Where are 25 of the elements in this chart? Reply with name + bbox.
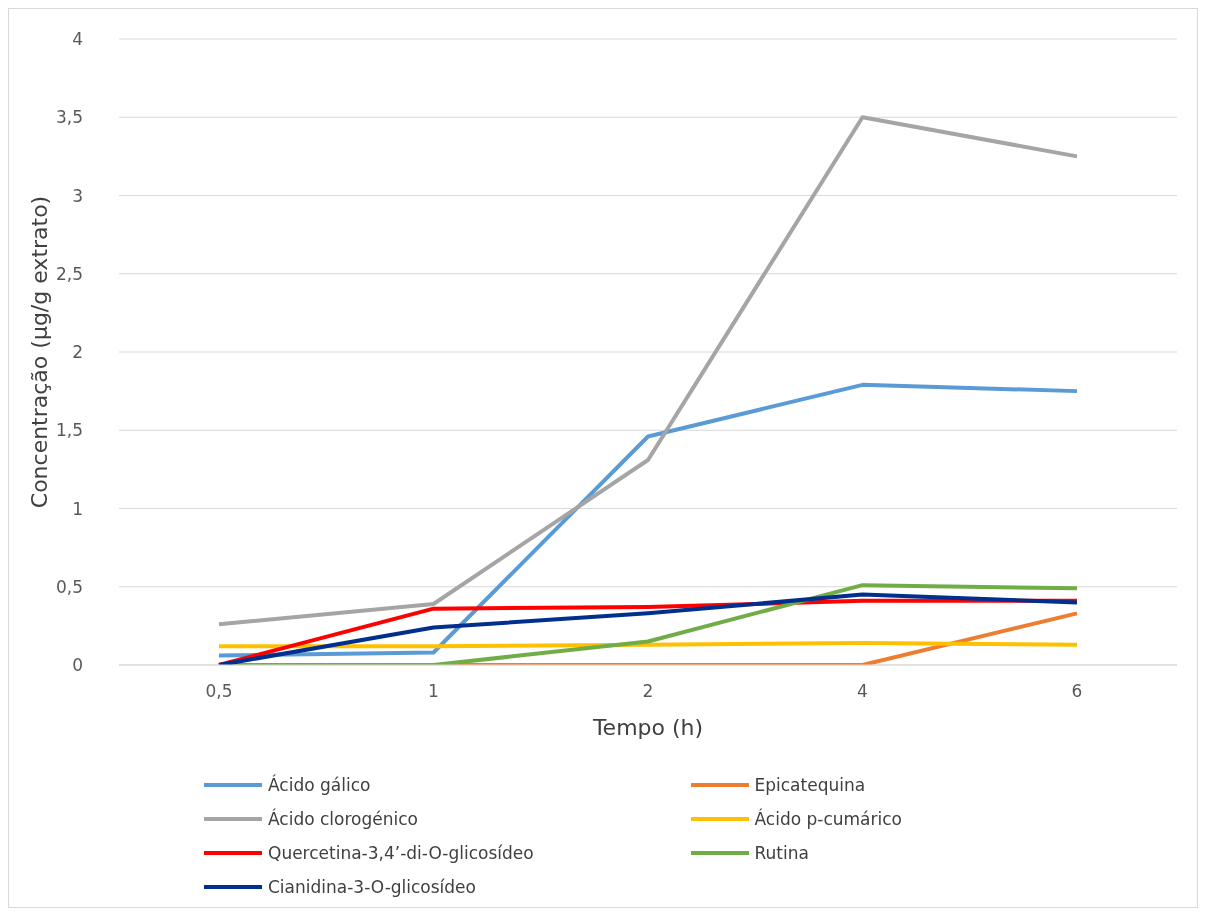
legend-label: Ácido p-cumárico	[754, 809, 902, 829]
x-tick-label: 0,5	[205, 681, 233, 702]
y-tick-label: 2	[72, 342, 83, 363]
y-tick-label: 0	[72, 655, 83, 676]
line-series	[217, 115, 1079, 627]
y-tick-label: 0,5	[55, 576, 83, 597]
x-tick-label: 1	[428, 681, 439, 702]
legend-label: Epicatequina	[754, 775, 866, 795]
y-tick-label: 2,5	[55, 263, 83, 284]
y-tick-label: 1	[72, 498, 83, 519]
x-tick-label: 2	[642, 681, 654, 702]
legend-label: Quercetina-3,4’-di-O-glicosídeo	[268, 843, 534, 863]
x-tick-label: 6	[1071, 681, 1083, 702]
legend-label: Rutina	[754, 843, 809, 863]
legend-label: Ácido clorogénico	[268, 809, 418, 829]
y-tick-label: 4	[72, 29, 83, 50]
y-tick-label: 1,5	[55, 420, 83, 441]
line-series	[217, 382, 1079, 658]
x-axis-title: Tempo (h)	[591, 715, 704, 740]
legend-label: Cianidina-3-O-glicosídeo	[268, 877, 476, 897]
y-tick-label: 3	[72, 185, 83, 206]
x-tick-label: 4	[857, 681, 868, 702]
y-tick-label: 3,5	[55, 107, 83, 128]
y-axis-title: Concentração (µg/g extrato)	[26, 195, 52, 509]
legend-label: Ácido gálico	[268, 775, 371, 795]
